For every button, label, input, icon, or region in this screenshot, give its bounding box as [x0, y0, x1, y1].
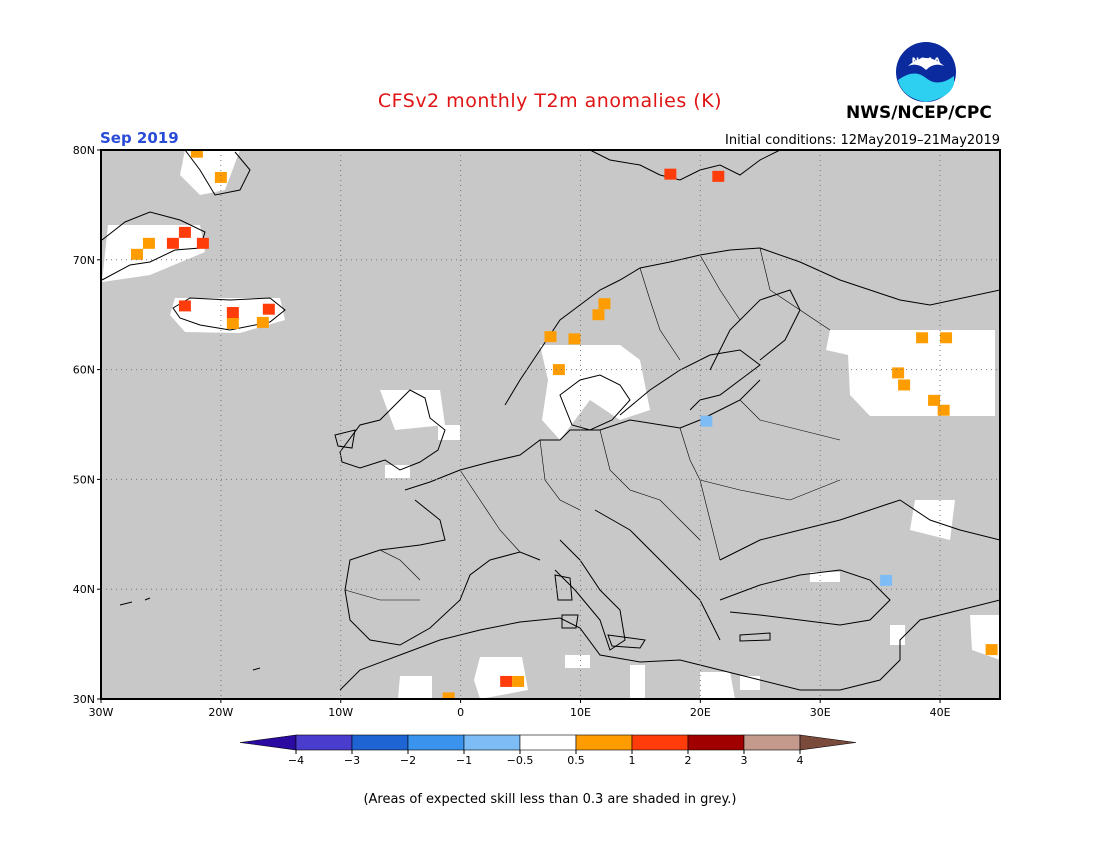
lon-label: 20E: [690, 706, 711, 719]
lat-label: 30N: [73, 693, 95, 706]
legend-swatch: [743, 734, 801, 751]
anomaly-cell: [190, 150, 203, 158]
anomaly-cells: [130, 150, 998, 699]
color-legend: −4 −3 −2 −1 −0.5 0.5 1 2 3 4: [239, 734, 857, 767]
lon-label: 30E: [810, 706, 831, 719]
anomaly-cell: [592, 309, 605, 321]
anomaly-cell: [544, 331, 557, 343]
anomaly-cell: [442, 692, 455, 699]
legend-arrow-low: [239, 734, 297, 751]
anomaly-cell: [178, 226, 191, 238]
footnote: (Areas of expected skill less than 0.3 a…: [363, 792, 737, 807]
lat-label: 80N: [73, 144, 95, 157]
anomaly-cell: [916, 332, 929, 344]
legend-tick-label: 3: [741, 754, 748, 767]
anomaly-cell: [937, 404, 950, 416]
lat-label: 70N: [73, 254, 95, 267]
anomaly-cell: [940, 332, 953, 344]
longitude-axis: 30W 20W 10W 0 10E 20E 30E 40E: [89, 699, 951, 719]
anomaly-cell: [214, 171, 227, 183]
anomaly-cell: [196, 237, 209, 249]
lon-label: 40E: [930, 706, 951, 719]
anomaly-cell: [898, 379, 911, 391]
legend-tick-label: −4: [288, 754, 304, 767]
anomaly-cell: [500, 675, 513, 687]
anomaly-cell: [928, 394, 941, 406]
lat-label: 60N: [73, 364, 95, 377]
anomaly-cell: [568, 333, 581, 345]
legend-tick-label: 0.5: [567, 754, 585, 767]
legend-swatch: [575, 734, 633, 751]
anomaly-cell: [892, 367, 905, 379]
legend-tick-label: 2: [685, 754, 692, 767]
legend-arrow-high: [799, 734, 857, 751]
anomaly-cell: [256, 316, 269, 328]
map-title: CFSv2 monthly T2m anomalies (K): [377, 90, 723, 112]
legend-swatch: [519, 734, 577, 751]
valid-month: Sep 2019: [100, 129, 179, 147]
latitude-axis: 80N 70N 60N 50N 40N 30N: [73, 144, 101, 706]
lon-label: 10W: [328, 706, 353, 719]
map-frame: [100, 149, 1001, 700]
legend-tick-label: 1: [629, 754, 636, 767]
lon-label: 10E: [570, 706, 591, 719]
anomaly-cell: [712, 170, 725, 182]
anomaly-cell: [130, 248, 143, 260]
lon-label: 20W: [208, 706, 233, 719]
anomaly-cell: [552, 364, 565, 376]
legend-swatch: [631, 734, 689, 751]
anomaly-cell: [880, 574, 893, 586]
agency-label: NWS/NCEP/CPC: [846, 103, 992, 123]
near-normal-areas: [102, 150, 1000, 699]
anomaly-cell: [664, 168, 677, 180]
legend-swatch: [463, 734, 521, 751]
lat-label: 50N: [73, 473, 95, 486]
anomaly-cell: [598, 298, 611, 310]
initial-conditions: Initial conditions: 12May2019–21May2019: [725, 133, 1000, 148]
anomaly-cell: [985, 644, 998, 656]
logo-text: NOAA: [912, 57, 941, 67]
anomaly-cell: [178, 300, 191, 312]
anomaly-cell: [142, 237, 155, 249]
anomaly-cell: [166, 237, 179, 249]
coastlines: [101, 150, 1000, 691]
legend-tick-label: −2: [400, 754, 416, 767]
anomaly-cell: [700, 415, 713, 427]
anomaly-cell: [226, 317, 239, 329]
lat-label: 40N: [73, 583, 95, 596]
legend-swatch: [687, 734, 745, 751]
legend-swatch: [295, 734, 353, 751]
legend-swatch: [407, 734, 465, 751]
legend-tick-label: 4: [797, 754, 804, 767]
legend-swatch: [351, 734, 409, 751]
legend-tick-label: −3: [344, 754, 360, 767]
anomaly-cell: [226, 307, 239, 318]
lon-label: 30W: [89, 706, 114, 719]
noaa-logo: NOAA: [896, 42, 956, 102]
anomaly-cell: [262, 303, 275, 315]
lon-label: 0: [457, 706, 464, 719]
legend-tick-label: −0.5: [507, 754, 534, 767]
legend-tick-label: −1: [456, 754, 472, 767]
anomaly-cell: [512, 675, 525, 687]
